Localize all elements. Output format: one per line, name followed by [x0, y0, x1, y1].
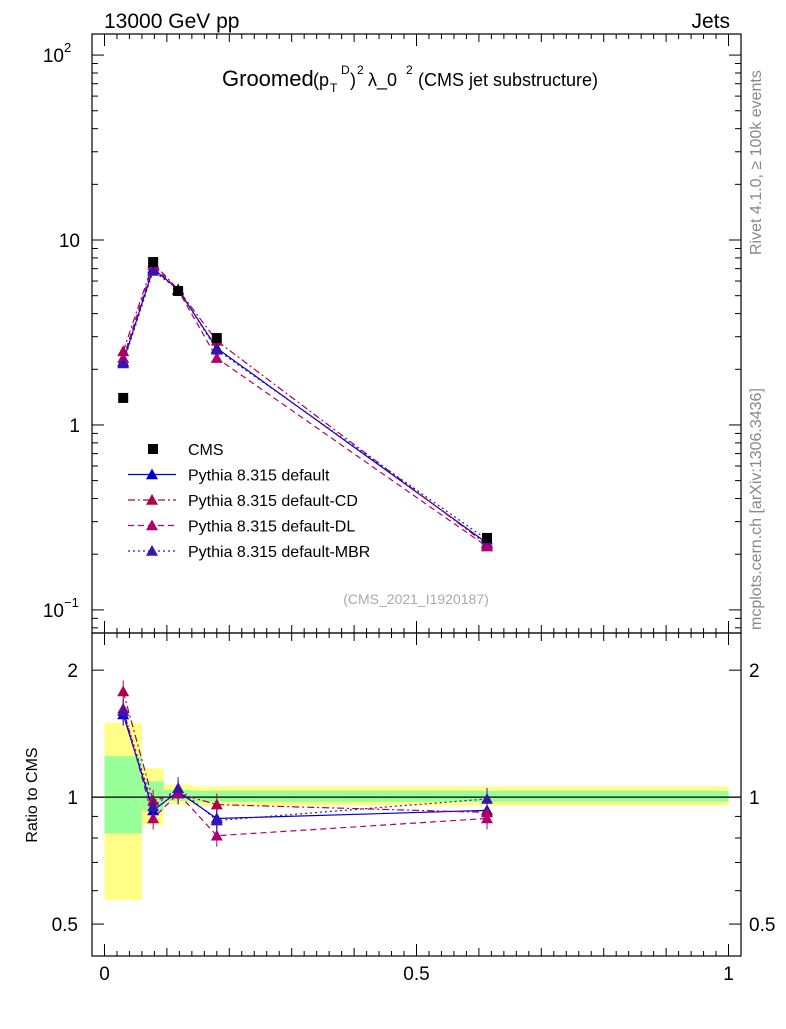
band-green-3 [191, 790, 729, 802]
main-ytick-label-3: 10 [43, 601, 64, 622]
ratio-ytick-label-right-2: 0.5 [749, 915, 775, 936]
mcplots-label: mcplots.cern.ch [arXiv:1306.3436] [748, 388, 765, 630]
ratio-series-1-point-0 [117, 685, 130, 697]
ratio-xtick-label-2: 1 [723, 964, 734, 985]
legend-cms-label: CMS [188, 442, 224, 459]
title-superscript-d: D [341, 63, 350, 77]
title-paren-close: ) [350, 70, 356, 90]
main-series-2-point-0 [117, 352, 130, 363]
band-green-0 [104, 756, 142, 834]
main-ytick-label-1: 10 [59, 231, 80, 252]
main-series-3-point-0 [117, 357, 130, 369]
legend-label-0: Pythia 8.315 default [188, 468, 330, 485]
data-series [117, 257, 494, 847]
ratio-ytick-label-right-0: 2 [749, 661, 760, 682]
chart-title: Groomed (p D T ) 2 λ_0 2 (CMS jet substr… [222, 63, 598, 95]
legend: CMS Pythia 8.315 default Pythia 8.315 defa… [128, 442, 370, 561]
ratio-series-3-point-0 [117, 705, 130, 716]
analysis-id: (CMS_2021_I1920187) [343, 591, 489, 607]
ratio-series-1-point-3 [210, 798, 223, 810]
legend-label-1: Pythia 8.315 default-CD [188, 493, 358, 510]
legend-marker-2 [146, 519, 158, 531]
ratio-series-3-point-2 [172, 782, 185, 793]
legend-label-2: Pythia 8.315 default-DL [188, 519, 355, 536]
title-sup-2a: 2 [357, 63, 364, 77]
ratio-series-2-point-4 [481, 812, 494, 824]
main-ytick-label-2: 1 [69, 416, 80, 437]
title-subscript-t: T [330, 81, 338, 95]
cms-point-2 [173, 286, 184, 297]
process-label: Jets [691, 10, 730, 33]
ratio-xtick-label-1: 0.5 [403, 964, 429, 985]
ratio-ytick-label-left-1: 1 [67, 788, 78, 809]
ratio-ytick-label-left-0: 2 [67, 661, 78, 682]
legend-cms-marker [148, 444, 158, 454]
main-ytick-sup-0: 2 [64, 40, 71, 55]
ratio-ytick-label-left-2: 0.5 [52, 915, 78, 936]
main-series-3-point-1 [147, 264, 160, 276]
cms-point-3 [211, 333, 222, 344]
title-paren-p: (p [313, 70, 329, 90]
title-sup-2b: 2 [406, 63, 413, 77]
ratio-series-3-point-3 [210, 814, 223, 826]
rivet-label: Rivet 4.1.0, ≥ 100k events [748, 70, 765, 255]
title-lambda: λ_0 [368, 70, 397, 91]
legend-marker-1 [146, 494, 158, 505]
title-suffix: (CMS jet substructure) [418, 70, 598, 90]
main-ytick-sup-3: −1 [64, 595, 79, 610]
cms-point-1 [148, 257, 159, 268]
legend-marker-3 [146, 545, 158, 556]
ratio-ytick-label-right-1: 1 [749, 788, 760, 809]
main-series-3-point-3 [210, 343, 223, 355]
ratio-ylabel: Ratio to CMS [24, 747, 41, 842]
ratio-series-2-point-3 [210, 829, 223, 841]
ratio-error-bands [104, 722, 729, 901]
legend-marker-0 [146, 468, 158, 480]
main-series-line-1 [122, 261, 488, 546]
ratio-series-3-point-1 [147, 800, 160, 812]
main-series-2-point-3 [210, 352, 223, 363]
title-groomed: Groomed [222, 66, 314, 91]
ratio-series-line-2 [122, 708, 488, 837]
ratio-series-3-point-4 [481, 792, 494, 804]
main-series-2-point-4 [481, 540, 494, 552]
main-ytick-label-0: 10 [43, 46, 64, 67]
ratio-series-2-point-1 [147, 812, 160, 824]
ratio-xtick-label-0: 0 [99, 964, 110, 985]
legend-label-3: Pythia 8.315 default-MBR [188, 544, 370, 561]
energy-label: 13000 GeV pp [104, 10, 239, 33]
cms-point-4 [482, 532, 493, 543]
cms-point-0 [118, 392, 129, 403]
